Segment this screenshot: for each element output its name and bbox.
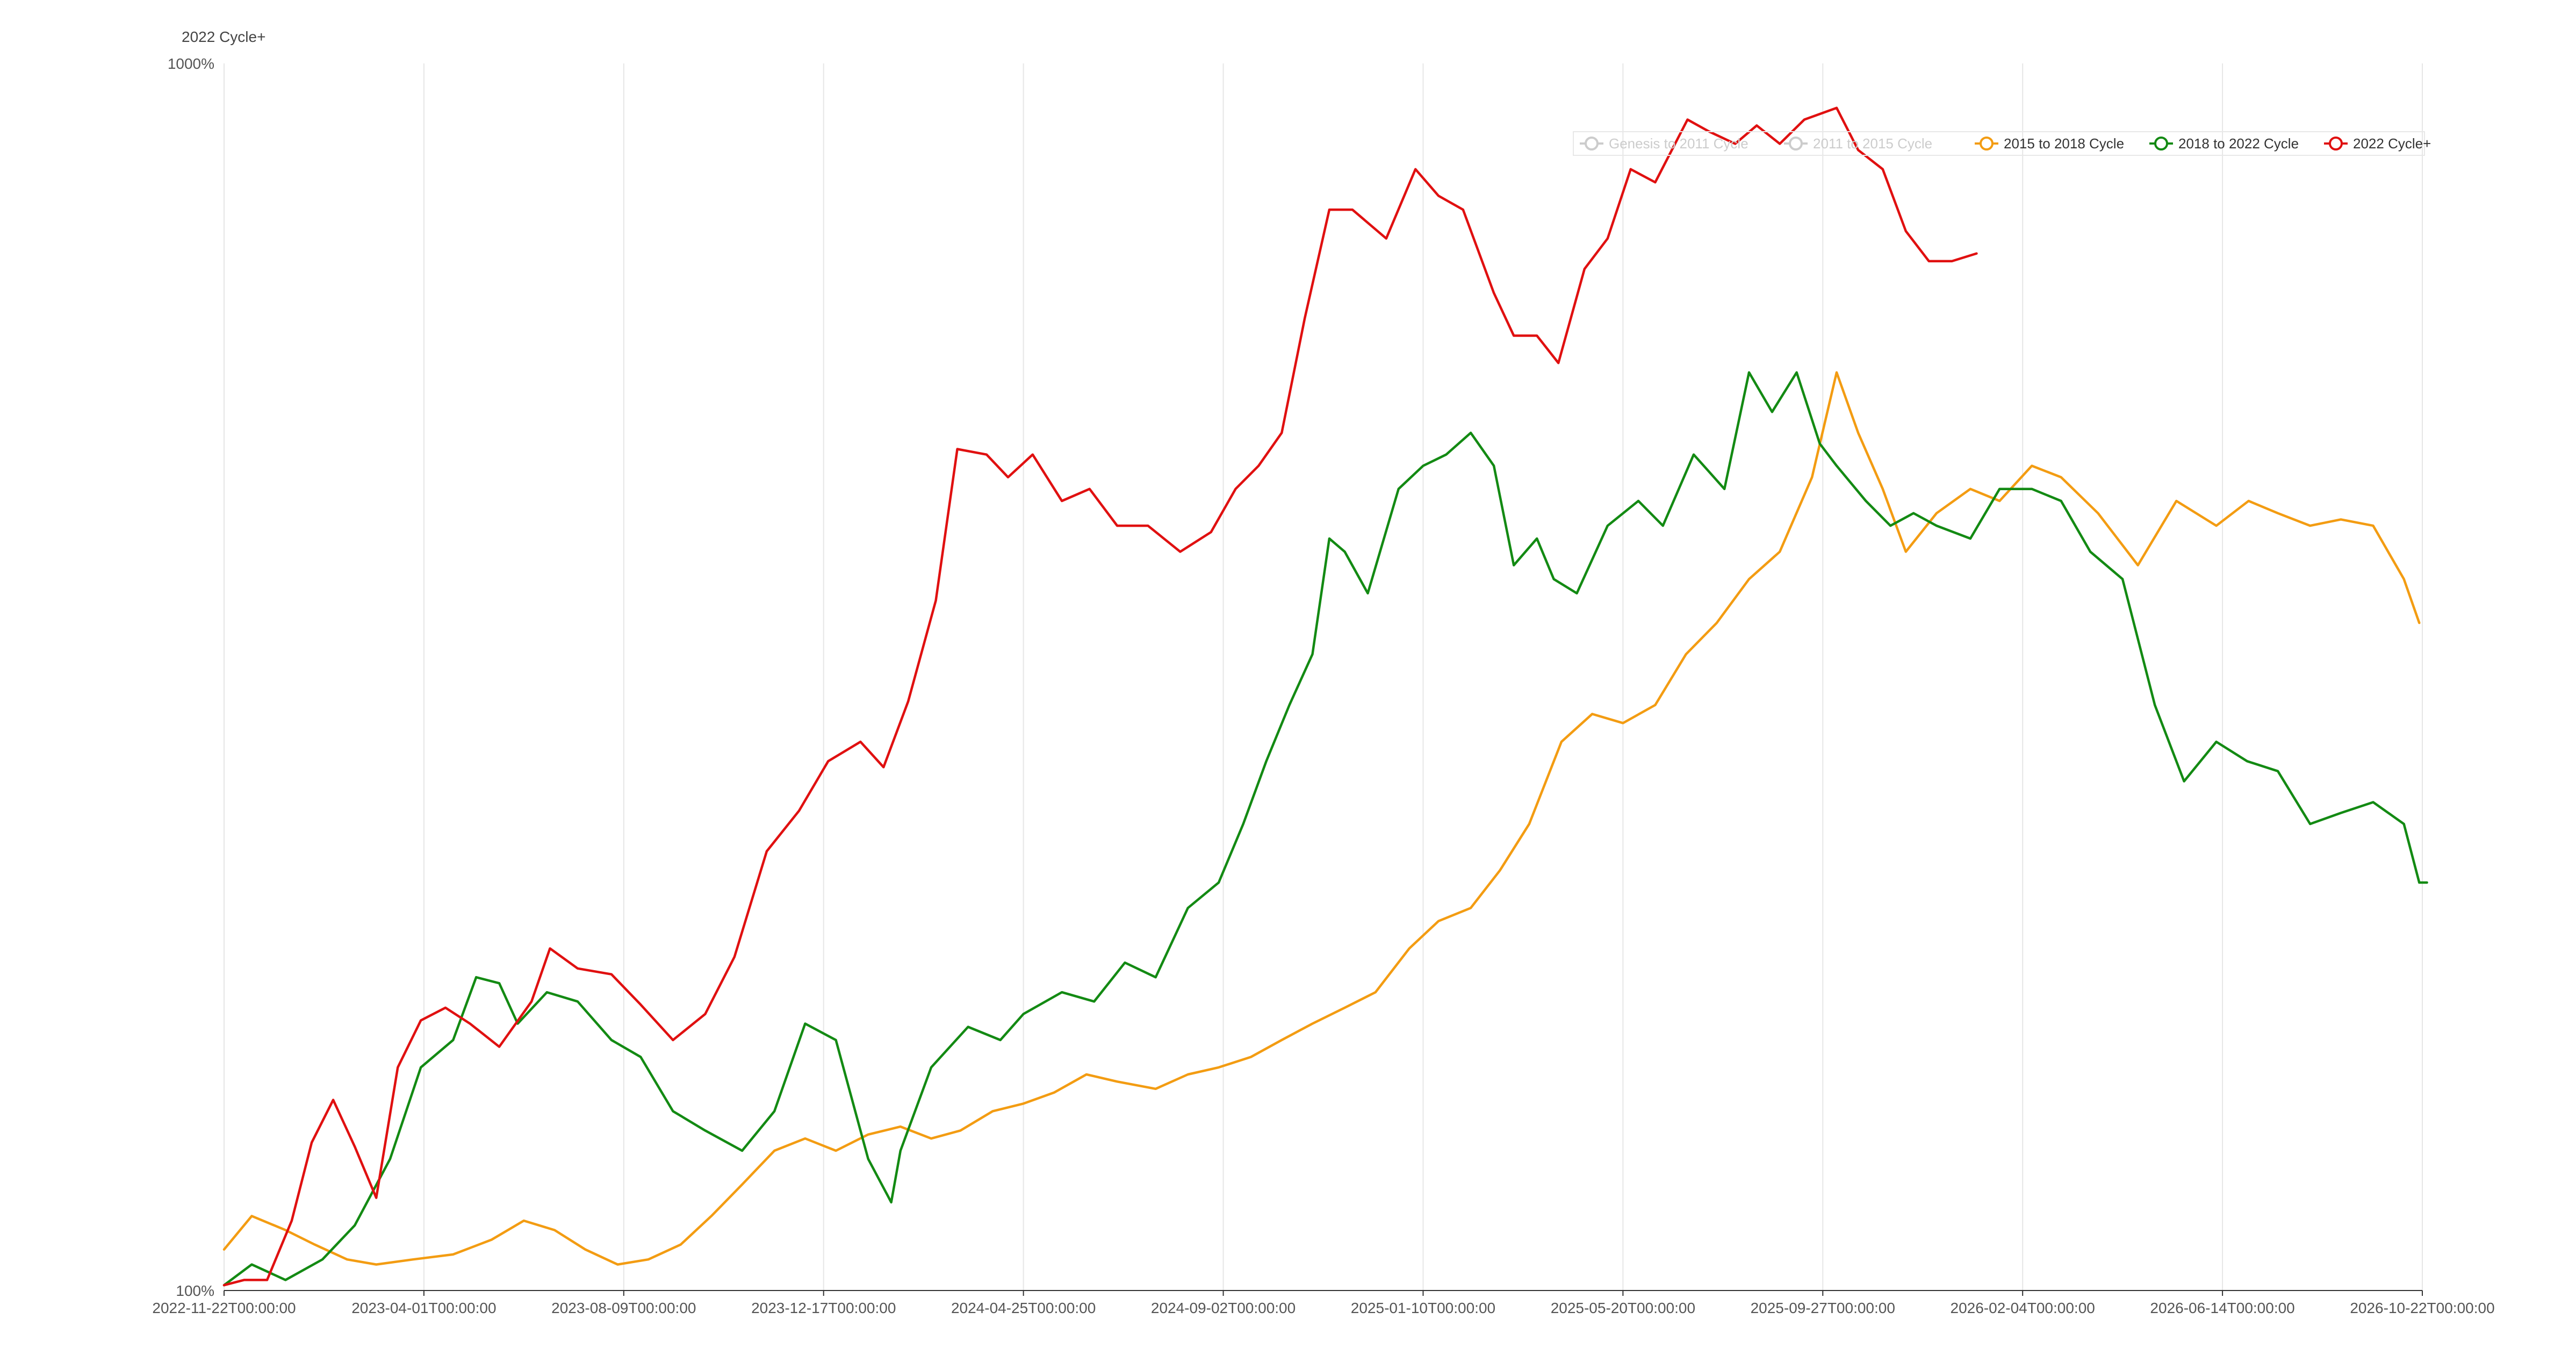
- legend-marker-icon: [1789, 137, 1803, 150]
- legend-item-genesis-to-2011-cycle[interactable]: Genesis to 2011 Cycle: [1580, 135, 1748, 152]
- series-line-2018-to-2022-cycle: [222, 371, 2428, 1287]
- y-tick-labels: 1000% 100%: [168, 55, 214, 1299]
- x-tick-label-10: 2026-06-14T00:00:00: [2150, 1300, 2294, 1316]
- legend-marker-icon: [2329, 137, 2343, 150]
- axes: 2022 Cycle+: [182, 28, 2422, 1291]
- legend-item-2022-cycle[interactable]: 2022 Cycle+: [2324, 135, 2431, 152]
- legend-label: Genesis to 2011 Cycle: [1609, 135, 1748, 152]
- x-tick-label-6: 2025-01-10T00:00:00: [1351, 1300, 1495, 1316]
- legend: Genesis to 2011 Cycle 2011 to 2015 Cycle 2…: [1573, 131, 2431, 156]
- legend-marker-icon: [1585, 137, 1599, 150]
- y-tick-label-1: 100%: [176, 1282, 214, 1299]
- series-lines: [222, 106, 2428, 1287]
- legend-label: 2018 to 2022 Cycle: [2178, 135, 2299, 152]
- legend-marker-icon: [2154, 137, 2168, 150]
- legend-label: 2022 Cycle+: [2353, 135, 2431, 152]
- x-tick-label-2: 2023-08-09T00:00:00: [551, 1300, 696, 1316]
- x-tick-label-0: 2022-11-22T00:00:00: [152, 1300, 296, 1316]
- x-tick-label-4: 2024-04-25T00:00:00: [951, 1300, 1096, 1316]
- y-tick-label-0: 1000%: [168, 55, 214, 72]
- legend-item-2011-to-2015-cycle[interactable]: 2011 to 2015 Cycle: [1784, 135, 1932, 152]
- legend-label: 2015 to 2018 Cycle: [2004, 135, 2124, 152]
- series-line-2015-to-2018-cycle: [222, 371, 2421, 1266]
- vertical-gridlines: [224, 63, 2423, 1291]
- legend-label: 2011 to 2015 Cycle: [1813, 135, 1932, 152]
- legend-item-2015-to-2018-cycle[interactable]: 2015 to 2018 Cycle: [1975, 135, 2124, 152]
- x-tick-labels: 2022-11-22T00:00:00 2023-04-01T00:00:00 20…: [152, 1291, 2495, 1316]
- series-line-2022-cycle: [222, 106, 1978, 1287]
- x-tick-label-8: 2025-09-27T00:00:00: [1751, 1300, 1895, 1316]
- y-axis-title: 2022 Cycle+: [182, 28, 265, 45]
- x-tick-label-1: 2023-04-01T00:00:00: [351, 1300, 496, 1316]
- x-tick-label-3: 2023-12-17T00:00:00: [751, 1300, 896, 1316]
- x-tick-label-9: 2026-02-04T00:00:00: [1951, 1300, 2095, 1316]
- x-tick-label-5: 2024-09-02T00:00:00: [1151, 1300, 1296, 1316]
- legend-box: [1573, 131, 2425, 156]
- x-tick-label-7: 2025-05-20T00:00:00: [1551, 1300, 1695, 1316]
- x-tick-label-11: 2026-10-22T00:00:00: [2350, 1300, 2494, 1316]
- legend-item-2018-to-2022-cycle[interactable]: 2018 to 2022 Cycle: [2149, 135, 2299, 152]
- legend-marker-icon: [1980, 137, 1994, 150]
